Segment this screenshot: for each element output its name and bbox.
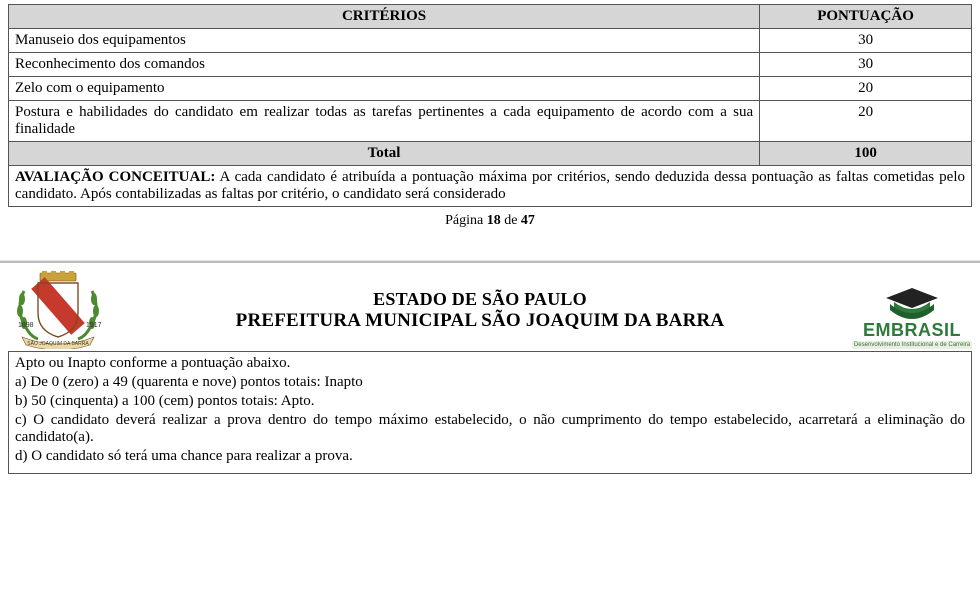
coat-year-right: 1917: [86, 322, 102, 329]
criteria-total-label: Total: [9, 142, 760, 166]
continuation-line: Apto ou Inapto conforme a pontuação abai…: [15, 355, 965, 372]
page-total: 47: [521, 213, 535, 228]
page-number-footer: Página 18 de 47: [8, 207, 972, 243]
points-cell: 30: [760, 53, 972, 77]
points-cell: 20: [760, 77, 972, 101]
criteria-cell: Postura e habilidades do candidato em re…: [9, 101, 760, 142]
embrasil-tagline: Desenvolvimento Institucional e de Carre…: [852, 341, 972, 349]
criteria-cell: Zelo com o equipamento: [9, 77, 760, 101]
letterhead-line2: PREFEITURA MUNICIPAL SÃO JOAQUIM DA BARR…: [108, 310, 852, 332]
evaluation-box: AVALIAÇÃO CONCEITUAL: A cada candidato é…: [8, 166, 972, 207]
continuation-line: b) 50 (cinquenta) a 100 (cem) pontos tot…: [15, 393, 965, 410]
page-sep: de: [501, 213, 521, 228]
points-cell: 30: [760, 29, 972, 53]
table-row: Zelo com o equipamento 20: [9, 77, 972, 101]
table-row: Postura e habilidades do candidato em re…: [9, 101, 972, 142]
criteria-total-row: Total 100: [9, 142, 972, 166]
embrasil-logo-icon: EMBRASIL Desenvolvimento Institucional e…: [852, 271, 972, 349]
criteria-table: CRITÉRIOS PONTUAÇÃO Manuseio dos equipam…: [8, 4, 972, 166]
embrasil-brand-text: EMBRASIL: [863, 320, 961, 341]
coat-caption: SÃO JOAQUIM DA BARRA: [27, 340, 89, 347]
page-top-block: CRITÉRIOS PONTUAÇÃO Manuseio dos equipam…: [0, 0, 980, 243]
criteria-cell: Reconhecimento dos comandos: [9, 53, 760, 77]
page-current: 18: [487, 213, 501, 228]
criteria-header-pontuacao: PONTUAÇÃO: [760, 5, 972, 29]
letterhead-title: ESTADO DE SÃO PAULO PREFEITURA MUNICIPAL…: [108, 289, 852, 332]
page-prefix: Página: [445, 213, 487, 228]
criteria-total-value: 100: [760, 142, 972, 166]
letterhead-line1: ESTADO DE SÃO PAULO: [108, 289, 852, 310]
continuation-line: c) O candidato deverá realizar a prova d…: [15, 412, 965, 446]
coat-year-left: 1898: [18, 322, 34, 329]
evaluation-lead: AVALIAÇÃO CONCEITUAL:: [15, 169, 215, 185]
municipal-coat-of-arms-icon: 1898 1917 SÃO JOAQUIM DA BARRA: [8, 271, 108, 349]
table-row: Reconhecimento dos comandos 30: [9, 53, 972, 77]
table-row: Manuseio dos equipamentos 30: [9, 29, 972, 53]
continuation-line: d) O candidato só terá uma chance para r…: [15, 448, 965, 465]
criteria-cell: Manuseio dos equipamentos: [9, 29, 760, 53]
criteria-header-criterios: CRITÉRIOS: [9, 5, 760, 29]
page-break: [0, 243, 980, 263]
continuation-line: a) De 0 (zero) a 49 (quarenta e nove) po…: [15, 374, 965, 391]
points-cell: 20: [760, 101, 972, 142]
page-break-inner: [0, 243, 980, 261]
criteria-header-row: CRITÉRIOS PONTUAÇÃO: [9, 5, 972, 29]
letterhead: 1898 1917 SÃO JOAQUIM DA BARRA ESTADO DE…: [0, 265, 980, 351]
continuation-box: Apto ou Inapto conforme a pontuação abai…: [8, 351, 972, 474]
